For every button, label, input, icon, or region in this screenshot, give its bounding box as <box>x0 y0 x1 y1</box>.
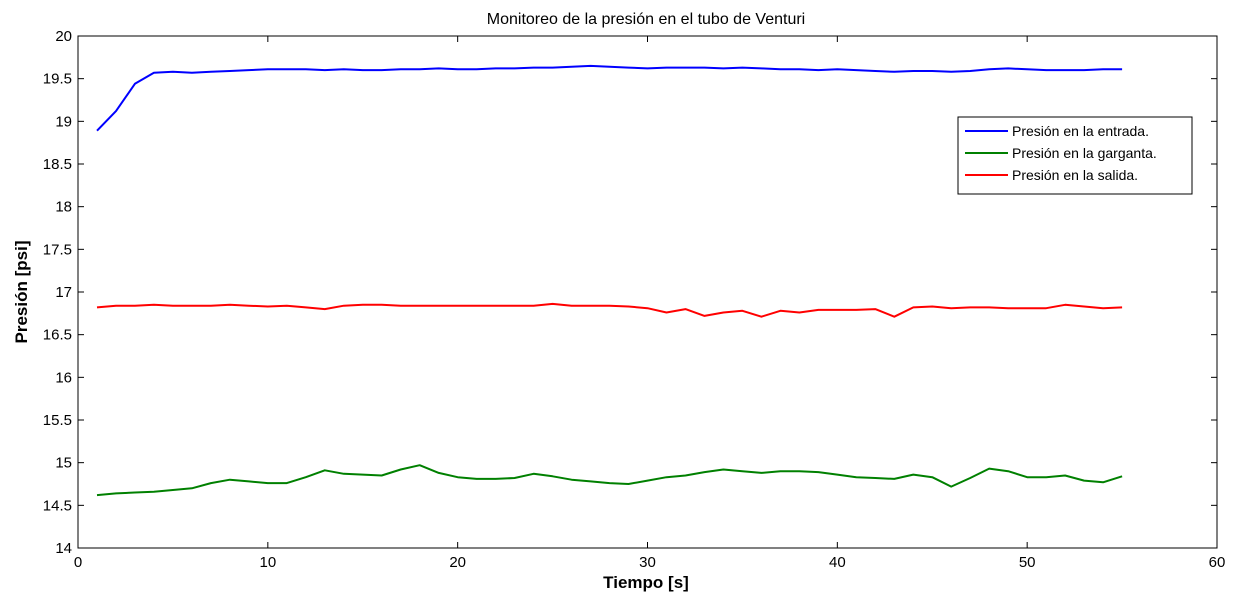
y-tick-label: 18 <box>55 199 72 216</box>
legend-box <box>957 116 1193 195</box>
series-line-2 <box>96 464 1123 497</box>
legend-label-3: Presión en la salida. <box>1012 167 1138 183</box>
x-tick-label: 40 <box>829 554 846 571</box>
legend-label-1: Presión en la entrada. <box>1012 123 1149 139</box>
y-tick-label: 19.5 <box>43 71 72 88</box>
x-tick-label: 30 <box>639 554 656 571</box>
y-axis-label: Presión [psi] <box>12 241 31 344</box>
y-tick-label: 18.5 <box>43 156 72 173</box>
y-tick-label: 14 <box>55 540 72 557</box>
y-tick-label: 16 <box>55 369 72 386</box>
y-tick-label: 20 <box>55 28 72 45</box>
legend-label-2: Presión en la garganta. <box>1012 145 1157 161</box>
y-tick-label: 17.5 <box>43 241 72 258</box>
y-axis: 14 14.5 15 15.5 16 16.5 17 17.5 18 18.5 19 19.5 20 <box>43 28 1217 557</box>
y-tick-label: 15 <box>55 455 72 472</box>
legend: Presión en la entrada. Presión en la garg… <box>957 116 1193 195</box>
y-tick-label: 14.5 <box>43 497 72 514</box>
x-axis-label: Tiempo [s] <box>603 573 689 592</box>
x-tick-label: 20 <box>449 554 466 571</box>
x-tick-label: 10 <box>259 554 276 571</box>
y-tick-label: 19 <box>55 113 72 130</box>
series-line-1 <box>96 64 1123 132</box>
series-line-3 <box>96 302 1123 318</box>
y-tick-label: 17 <box>55 284 72 301</box>
x-axis: 0 10 20 30 40 50 60 <box>74 36 1226 571</box>
x-tick-label: 0 <box>74 554 82 571</box>
x-tick-label: 50 <box>1019 554 1036 571</box>
y-tick-label: 15.5 <box>43 412 72 429</box>
plot-area <box>77 35 1218 549</box>
series-group <box>96 64 1123 497</box>
y-tick-label: 16.5 <box>43 327 72 344</box>
x-tick-label: 60 <box>1209 554 1226 571</box>
chart-title: Monitoreo de la presión en el tubo de Ve… <box>487 11 805 28</box>
